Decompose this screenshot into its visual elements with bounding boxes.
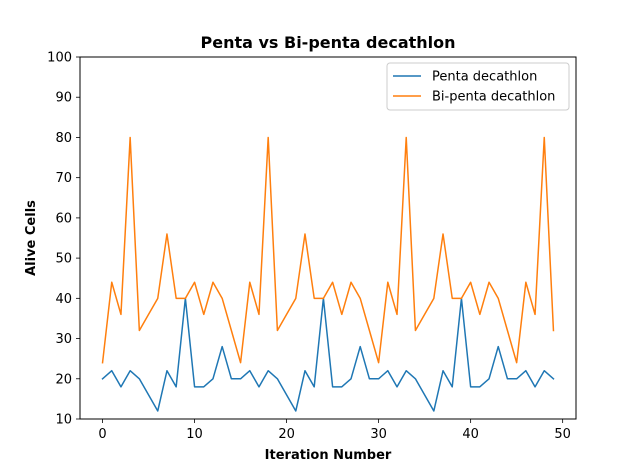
y-tick-label: 70 (55, 171, 72, 186)
series-line-2 (101, 136, 555, 364)
series-line-1 (101, 297, 555, 412)
x-tick-label: 10 (186, 427, 203, 442)
x-tick-label: 20 (278, 427, 295, 442)
x-axis: 0 10 20 30 40 50 (98, 419, 571, 442)
y-axis-label: Alive Cells (24, 200, 39, 276)
y-tick-label: 100 (47, 51, 72, 66)
y-tick-label: 40 (55, 292, 72, 307)
legend-label-1: Penta decathlon (432, 70, 537, 85)
y-tick-label: 80 (55, 131, 72, 146)
x-tick-label: 50 (554, 427, 571, 442)
legend-box (386, 62, 570, 111)
y-tick-label: 50 (55, 252, 72, 267)
x-tick-label: 40 (462, 427, 479, 442)
y-tick-label: 90 (55, 91, 72, 106)
x-axis-label: Iteration Number (265, 448, 392, 463)
legend: Penta decathlon Bi-penta decathlon (386, 62, 570, 111)
y-tick-label: 20 (55, 372, 72, 387)
chart-title: Penta vs Bi-penta decathlon (200, 33, 455, 52)
y-axis: 10 20 30 40 50 60 70 80 90 100 (47, 51, 80, 428)
y-tick-label: 60 (55, 211, 72, 226)
plot-marks (101, 136, 555, 412)
x-tick-label: 30 (370, 427, 387, 442)
y-tick-label: 10 (55, 413, 72, 428)
plot-frame (79, 56, 577, 420)
legend-label-2: Bi-penta decathlon (432, 90, 555, 105)
x-tick-label: 0 (98, 427, 106, 442)
y-tick-label: 30 (55, 332, 72, 347)
